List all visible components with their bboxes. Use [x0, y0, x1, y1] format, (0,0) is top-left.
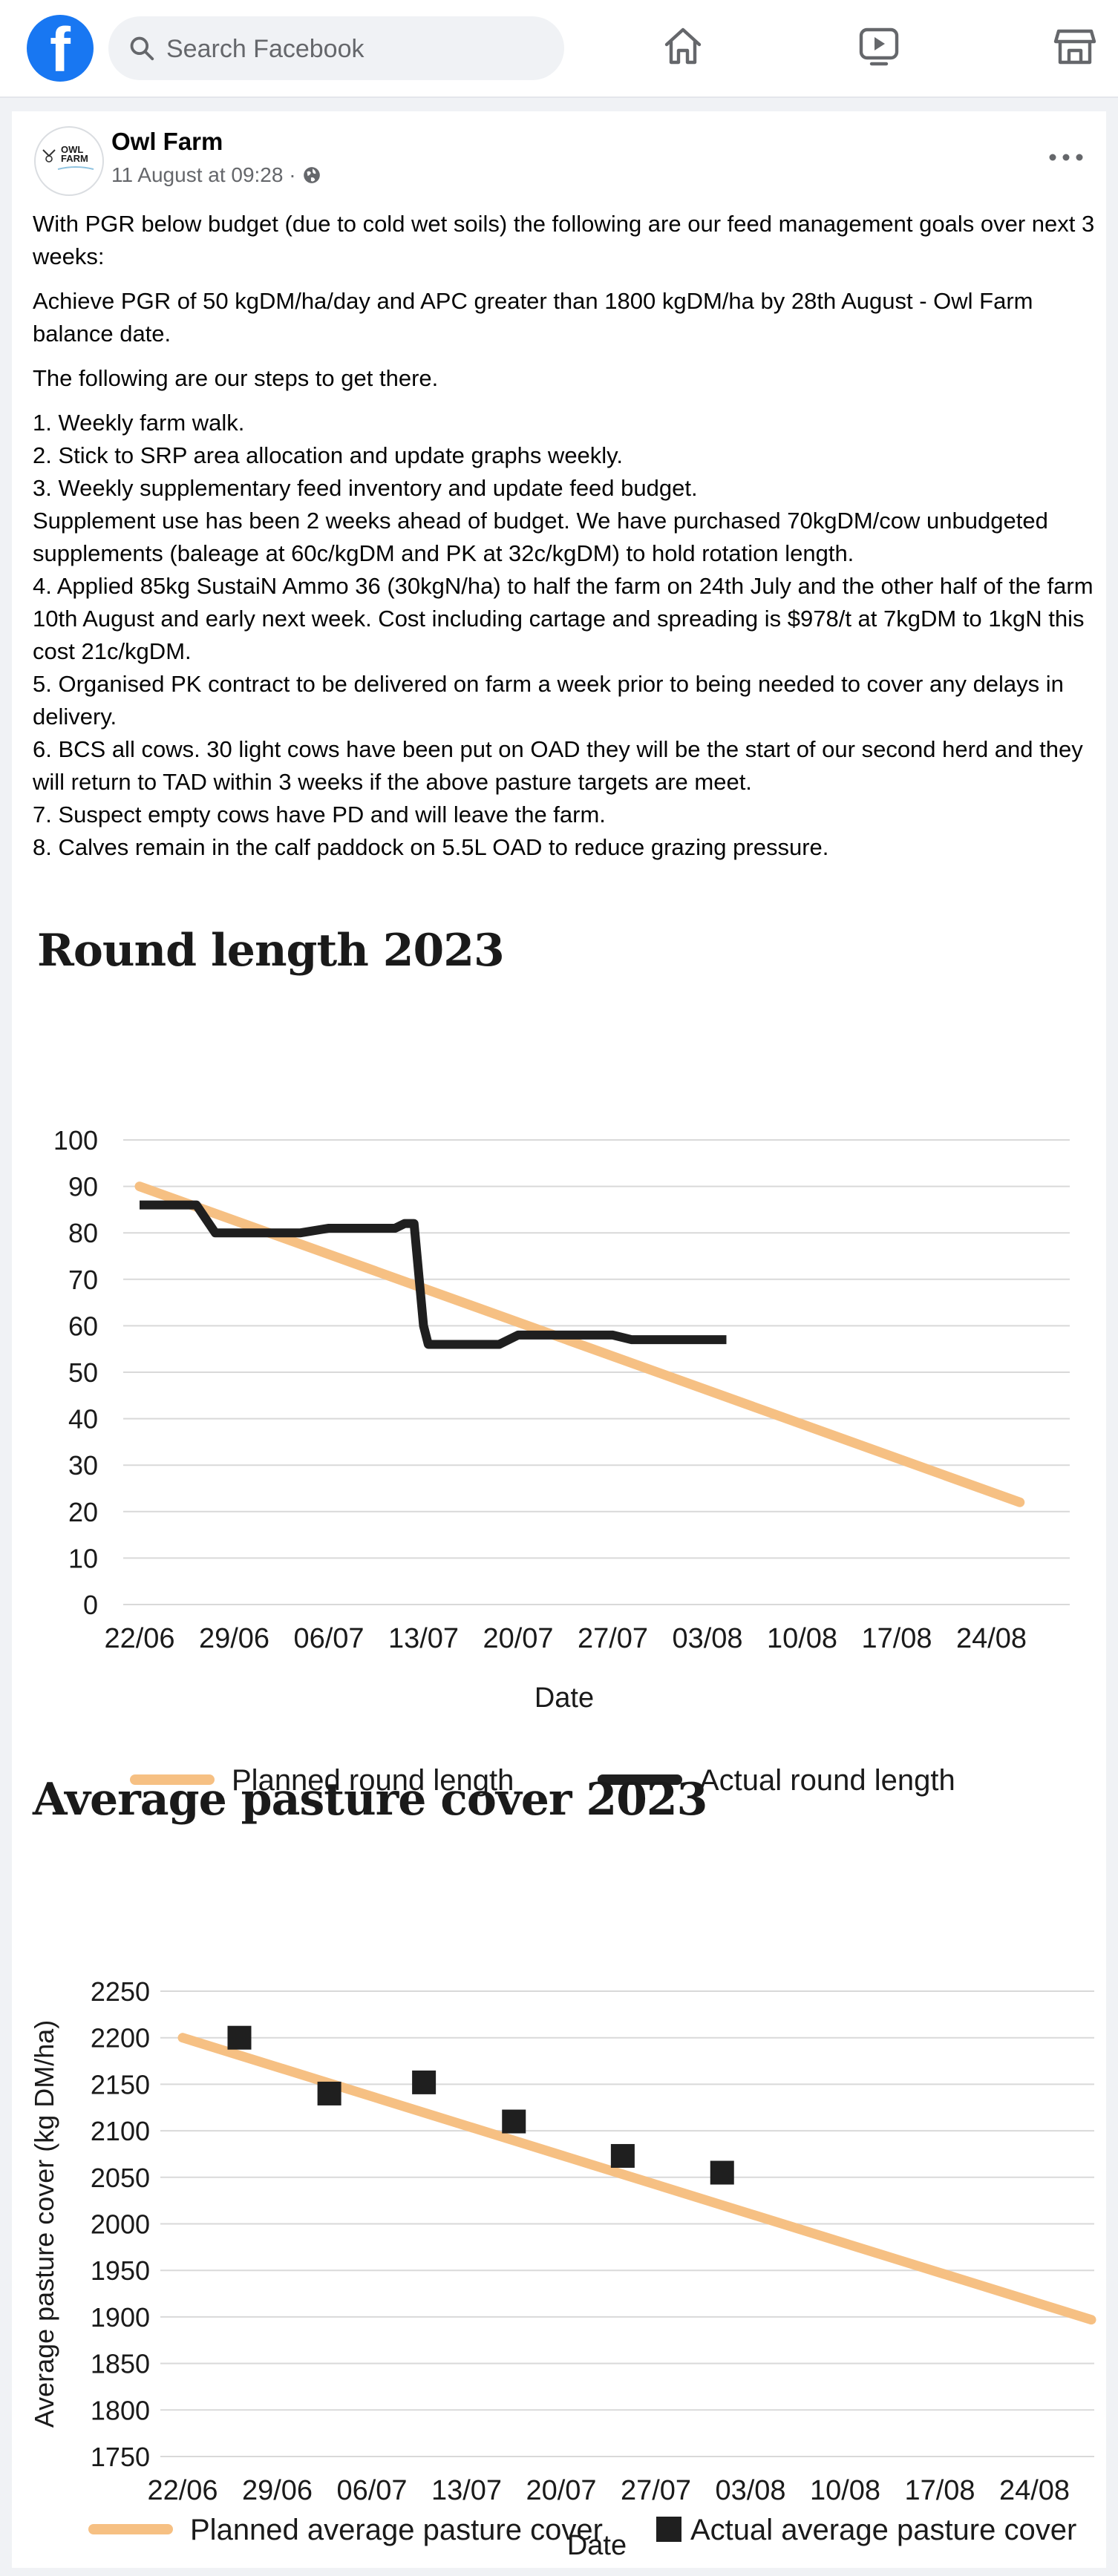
y-tick-label: 1900 — [91, 2302, 150, 2333]
x-tick-label: 03/08 — [715, 2475, 785, 2506]
logo-letter: f — [50, 15, 71, 85]
post-card: OWL FARM Owl Farm 11 August at 09:28 · W… — [12, 111, 1106, 2568]
actual-data-point — [317, 2081, 341, 2105]
step-item: 2. Stick to SRP area allocation and upda… — [33, 442, 623, 468]
x-tick-label: 29/06 — [242, 2475, 313, 2506]
pasture-cover-chart: 2250 2200 2150 2100 2050 2000 1950 1900 1850 1800… — [29, 1976, 1096, 2561]
x-tick-label: 17/08 — [861, 1623, 932, 1654]
y-tick-label: 90 — [68, 1172, 98, 1202]
y-tick-label: 2250 — [91, 1976, 150, 2007]
step-item: 8. Calves remain in the calf paddock on … — [33, 834, 829, 860]
search-input[interactable] — [165, 16, 554, 82]
step-item: 1. Weekly farm walk. — [33, 410, 245, 436]
x-tick-label: 22/06 — [104, 1623, 174, 1654]
post-paragraph: With PGR below budget (due to cold wet s… — [33, 211, 1095, 269]
y-tick-label: 30 — [68, 1450, 98, 1481]
legend-actual-swatch — [656, 2517, 681, 2542]
home-icon[interactable] — [659, 22, 707, 70]
y-tick-label: 0 — [83, 1590, 98, 1620]
actual-data-point — [610, 2143, 635, 2168]
y-tick-label: 2000 — [91, 2209, 150, 2240]
legend-actual-label: Actual average pasture cover — [690, 2514, 1076, 2546]
top-bar: f — [0, 0, 1118, 98]
search-bar[interactable] — [108, 16, 564, 82]
x-tick-label: 13/07 — [431, 2475, 502, 2506]
planned-series-line — [134, 1182, 1025, 1507]
y-tick-label: 2150 — [91, 2069, 150, 2100]
actual-series-line — [140, 1200, 727, 1349]
x-tick-label: 27/07 — [621, 2475, 691, 2506]
x-tick-label: 22/06 — [147, 2475, 218, 2506]
video-icon[interactable] — [855, 22, 903, 70]
y-tick-label: 80 — [68, 1218, 98, 1248]
post-author[interactable]: Owl Farm — [111, 128, 223, 155]
y-tick-label: 1850 — [91, 2349, 150, 2379]
owl-farm-logo-icon — [42, 149, 94, 170]
post-paragraph: Achieve PGR of 50 kgDM/ha/day and APC gr… — [33, 288, 1033, 347]
steps-list: 1. Weekly farm walk. 2. Stick to SRP are… — [33, 407, 1102, 864]
x-tick-label: 20/07 — [526, 2475, 596, 2506]
y-tick-label: 1950 — [91, 2255, 150, 2286]
pasture-cover-chart-title: Average pasture cover 2023 — [33, 1774, 707, 1826]
x-tick-label: 17/08 — [904, 2475, 975, 2506]
avatar-text: OWL FARM — [61, 144, 88, 164]
legend-planned-label: Planned round length — [232, 1764, 514, 1797]
x-tick-label: 13/07 — [388, 1623, 459, 1654]
actual-data-point — [710, 2160, 734, 2185]
x-tick-label: 06/07 — [293, 1623, 364, 1654]
post-meta: 11 August at 09:28 · — [111, 163, 321, 187]
step-item: Supplement use has been 2 weeks ahead of… — [33, 508, 1048, 566]
facebook-logo-icon[interactable]: f — [27, 15, 94, 85]
step-item: 5. Organised PK contract to be delivered… — [33, 671, 1064, 730]
y-tick-label: 2200 — [91, 2023, 150, 2054]
y-tick-label: 70 — [68, 1265, 98, 1295]
step-item: 4. Applied 85kg SustaiN Ammo 36 (30kgN/h… — [33, 573, 1094, 664]
marketplace-icon[interactable] — [1051, 22, 1099, 70]
y-tick-label: 20 — [68, 1497, 98, 1527]
x-tick-label: 24/08 — [956, 1623, 1027, 1654]
x-tick-label: 10/08 — [810, 2475, 880, 2506]
actual-data-point — [227, 2025, 252, 2050]
avatar[interactable]: OWL FARM — [34, 126, 104, 196]
post-body: With PGR below budget (due to cold wet s… — [33, 208, 1102, 864]
x-tick-label: 27/07 — [578, 1623, 648, 1654]
x-axis-title: Date — [535, 1682, 594, 1714]
y-tick-label: 50 — [68, 1357, 98, 1388]
legend-actual-label: Actual round length — [699, 1764, 955, 1797]
step-item: 6. BCS all cows. 30 light cows have been… — [33, 736, 1083, 795]
x-tick-label: 20/07 — [483, 1623, 553, 1654]
y-tick-label: 1800 — [91, 2395, 150, 2425]
actual-data-point — [412, 2070, 437, 2094]
x-tick-label: 10/08 — [767, 1623, 837, 1654]
globe-icon — [303, 167, 320, 183]
step-item: 7. Suspect empty cows have PD and will l… — [33, 802, 606, 827]
actual-data-point — [502, 2109, 526, 2134]
y-axis-title: Average pasture cover (kg DM/ha) — [29, 2020, 59, 2428]
more-options-icon[interactable] — [1044, 150, 1088, 165]
y-tick-label: 10 — [68, 1543, 98, 1573]
round-length-chart-title: Round length 2023 — [37, 925, 505, 977]
x-axis-title: Date — [567, 2530, 627, 2561]
planned-series-line — [177, 2033, 1096, 2325]
y-tick-label: 2050 — [91, 2163, 150, 2193]
step-item: 3. Weekly supplementary feed inventory a… — [33, 475, 698, 501]
post-timestamp[interactable]: 11 August at 09:28 · — [111, 163, 296, 186]
y-tick-label: 2100 — [91, 2116, 150, 2146]
post-paragraph: The following are our steps to get there… — [33, 365, 439, 391]
x-tick-label: 29/06 — [199, 1623, 269, 1654]
y-tick-label: 1750 — [91, 2442, 150, 2472]
y-tick-label: 100 — [53, 1125, 98, 1156]
search-icon — [130, 36, 154, 61]
x-tick-label: 03/08 — [672, 1623, 742, 1654]
legend-planned-label: Planned average pasture cover — [190, 2514, 603, 2546]
x-tick-label: 06/07 — [336, 2475, 407, 2506]
y-tick-label: 60 — [68, 1311, 98, 1341]
y-tick-label: 40 — [68, 1404, 98, 1435]
x-tick-label: 24/08 — [999, 2475, 1070, 2506]
